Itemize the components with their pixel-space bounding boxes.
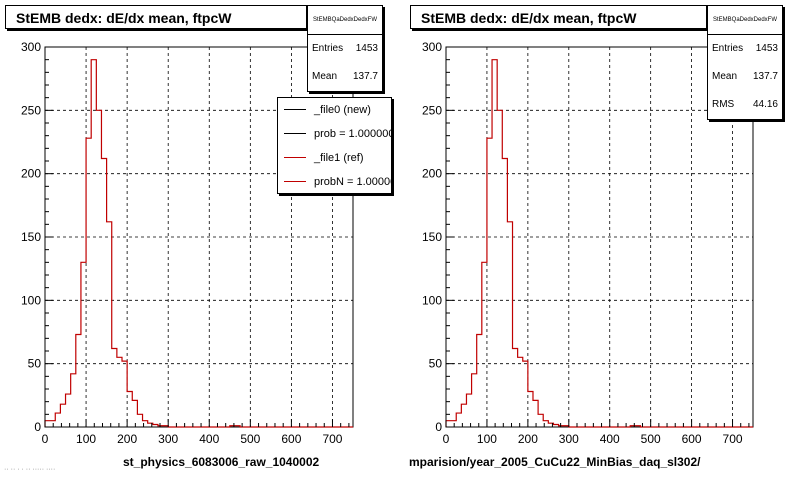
title-text: StEMB dedx: dE/dx mean, ftpcW (421, 10, 637, 26)
x-tick-label: 400 (600, 432, 620, 446)
stats-row-entries: Entries 1453 (708, 35, 782, 63)
y-tick-label: 200 (422, 167, 442, 181)
stats-value: 137.7 (352, 71, 378, 82)
stats-header: StEMBQaDedxDedxFW (308, 6, 382, 35)
x-tick-label: 0 (42, 432, 49, 446)
stats-value: 137.7 (752, 71, 778, 82)
title-text: StEMB dedx: dE/dx mean, ftpcW (16, 10, 232, 26)
y-tick-label: 200 (21, 167, 41, 181)
legend-label: _file1 (ref) (314, 152, 364, 164)
y-tick-label: 250 (422, 103, 442, 117)
x-tick-label: 700 (723, 432, 743, 446)
stats-row-entries: Entries 1453 (308, 35, 382, 63)
stats-header: StEMBQaDedxDedxFW (708, 6, 782, 35)
y-tick-label: 150 (21, 230, 41, 244)
stats-row-mean: Mean 137.7 (708, 63, 782, 91)
stats-row-rms: RMS 44.16 (708, 91, 782, 119)
y-tick-label: 250 (21, 103, 41, 117)
y-tick-label: 0 (34, 420, 41, 434)
x-tick-label: 100 (76, 432, 96, 446)
stats-box-right: StEMBQaDedxDedxFW Entries 1453 Mean 137.… (707, 5, 783, 120)
histogram-series-line (44, 59, 353, 428)
x-tick-label: 200 (518, 432, 538, 446)
x-tick-label: 500 (240, 432, 260, 446)
x-tick-label: 500 (641, 432, 661, 446)
stats-label: Mean (712, 71, 738, 82)
y-tick-label: 50 (28, 357, 42, 371)
stats-value: 1453 (355, 43, 378, 54)
legend: _file0 (new) prob = 1.000000 _file1 (ref… (277, 97, 392, 194)
y-tick-label: 100 (422, 293, 442, 307)
histogram-title-left: StEMB dedx: dE/dx mean, ftpcW (5, 5, 307, 29)
y-tick-label: 150 (422, 230, 442, 244)
legend-swatch (284, 157, 306, 158)
x-tick-label: 300 (158, 432, 178, 446)
y-tick-label: 0 (435, 420, 442, 434)
histogram-panel-right: 0 100 200 300 400 500 600 700 0 50 100 150 200 250 300… (400, 0, 800, 480)
histogram-plot-right: 0 100 200 300 400 500 600 700 0 50 100 150 200 250 300 (422, 40, 754, 446)
x-tick-label: 0 (443, 432, 450, 446)
y-tick-label: 300 (422, 40, 442, 54)
x-tick-label: 400 (199, 432, 219, 446)
legend-swatch (284, 181, 306, 182)
stats-label: RMS (712, 99, 735, 110)
stats-value: 44.16 (752, 99, 778, 110)
legend-entry-probn: probN = 1.000000 (278, 170, 391, 193)
legend-swatch (284, 133, 306, 134)
footer-note: ·· ·· · · ·· ····· ···· (4, 466, 56, 473)
histogram-panel-left: 0 100 200 300 400 500 600 700 0 50 100 150 200 250 300… (5, 5, 392, 469)
stats-label: Entries (312, 43, 344, 54)
x-tick-label: 700 (322, 432, 342, 446)
stats-value: 1453 (755, 43, 778, 54)
x-tick-label: 600 (281, 432, 301, 446)
x-axis-label-right: mparision/year_2005_CuCu22_MinBias_daq_s… (409, 455, 701, 469)
x-tick-label: 300 (559, 432, 579, 446)
legend-entry-ref: _file1 (ref) (278, 146, 391, 170)
y-tick-label: 300 (21, 40, 41, 54)
stats-label: Mean (312, 71, 338, 82)
legend-entry-prob: prob = 1.000000 (278, 122, 391, 146)
stats-row-mean: Mean 137.7 (308, 63, 382, 91)
x-tick-label: 600 (682, 432, 702, 446)
legend-swatch (284, 109, 306, 110)
legend-label: _file0 (new) (314, 104, 371, 116)
stats-label: Entries (712, 43, 744, 54)
x-tick-label: 100 (477, 432, 497, 446)
legend-entry-new: _file0 (new) (278, 98, 391, 122)
stats-box-left: StEMBQaDedxDedxFW Entries 1453 Mean 137.… (307, 5, 383, 92)
y-tick-label: 100 (21, 293, 41, 307)
x-tick-label: 200 (117, 432, 137, 446)
histogram-title-right: StEMB dedx: dE/dx mean, ftpcW (410, 5, 707, 29)
legend-label: probN = 1.000000 (314, 176, 391, 188)
x-axis-label-left: st_physics_6083006_raw_1040002 (123, 455, 320, 469)
y-tick-label: 50 (429, 357, 443, 371)
legend-label: prob = 1.000000 (314, 128, 392, 140)
histogram-series-line (445, 59, 753, 428)
